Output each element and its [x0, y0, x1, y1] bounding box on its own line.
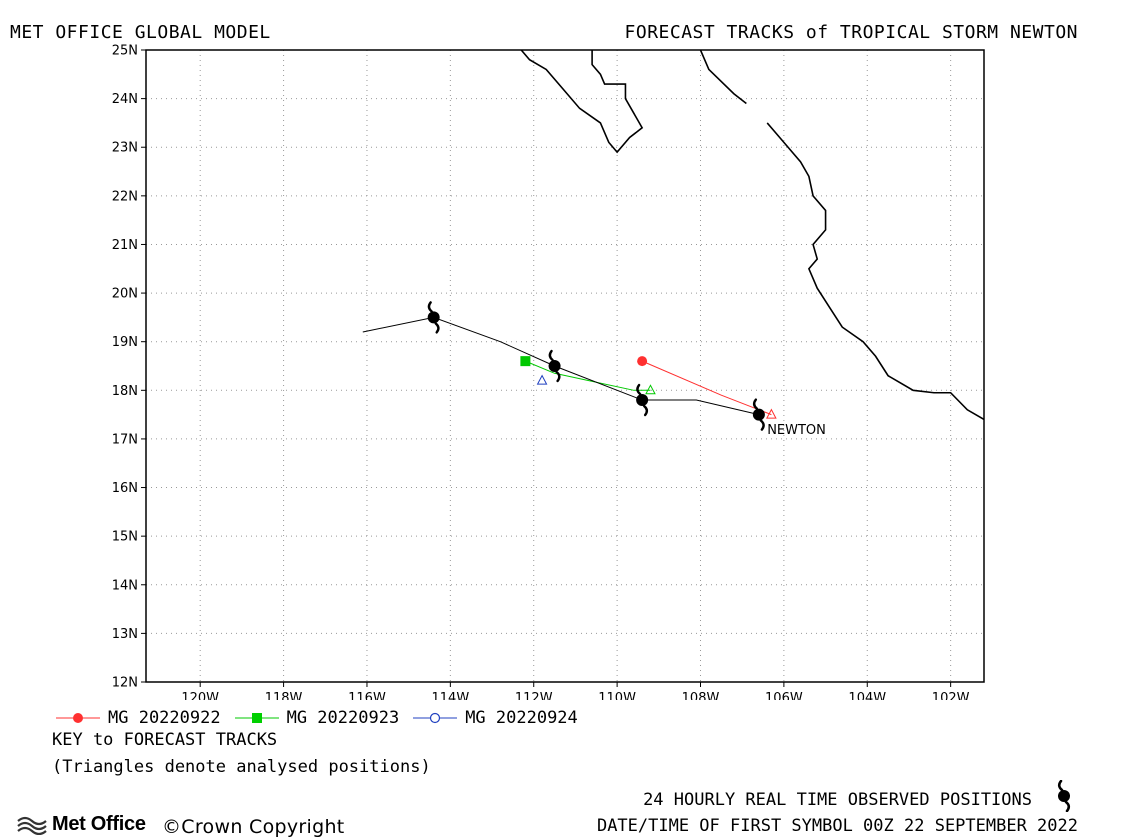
lon-tick-label: 110W: [598, 691, 636, 700]
storm-tracks: NEWTON: [362, 301, 826, 438]
observed-track-line: [362, 316, 759, 416]
chart-title: FORECAST TRACKS of TROPICAL STORM NEWTON: [624, 22, 1078, 43]
observed-position-symbol: [548, 349, 561, 383]
analysed-position-triangle: [766, 408, 777, 419]
forecast-track-line: [525, 360, 651, 391]
observed-position-symbol: [636, 383, 649, 417]
lon-tick-label: 120W: [181, 691, 219, 700]
coastline-segment: [766, 122, 984, 421]
lat-tick-label: 16N: [112, 481, 138, 496]
legend-item-mg-20220923: MG 20220923: [234, 708, 400, 728]
lat-tick-label: 23N: [112, 141, 138, 156]
red-circle-line-icon: [56, 713, 100, 723]
lat-tick-label: 19N: [112, 335, 138, 350]
met-office-wave-icon: [17, 816, 47, 835]
symbol-arm: [752, 398, 759, 410]
blue-circle-line-icon: [413, 712, 458, 724]
symbol-core: [427, 311, 440, 324]
track-map: NEWTON 12N 13N 14N 15N 16N 17N 18N 19N 20N 21N 22N…: [112, 44, 985, 701]
symbol-arm: [759, 419, 765, 431]
green-square-line-icon: [234, 713, 279, 723]
lat-tick-label: 17N: [112, 432, 138, 447]
hurricane-symbol-icon: [1057, 780, 1071, 812]
met-office-logo: Met Office: [16, 813, 146, 836]
forecast-marker-square: [520, 356, 531, 367]
lat-tick-label: 20N: [112, 287, 138, 302]
axes: 12N 13N 14N 15N 16N 17N 18N 19N 20N 21N 22N 23N 24N 2…: [112, 44, 970, 701]
legend-label: MG 20220922: [108, 708, 221, 728]
lat-tick-label: 21N: [112, 238, 138, 253]
lat-tick-label: 22N: [112, 189, 138, 204]
plot-frame: [145, 49, 985, 683]
model-title: MET OFFICE GLOBAL MODEL: [10, 22, 271, 43]
storm-name-label: NEWTON: [767, 423, 826, 438]
lon-tick-label: 102W: [932, 691, 970, 700]
gridlines: [146, 50, 984, 682]
legend-item-mg-20220924: MG 20220924: [413, 708, 578, 728]
coastline: [520, 50, 984, 421]
symbol-arm: [642, 404, 649, 417]
analysed-position-triangle: [645, 384, 656, 395]
forecast-track-line: [641, 360, 772, 416]
lat-tick-label: 24N: [112, 92, 138, 107]
analysed-position-triangle: [536, 374, 548, 385]
observed-position-symbol: [752, 398, 765, 431]
lat-tick-label: 18N: [112, 384, 138, 399]
symbol-core: [752, 408, 765, 421]
symbol-core: [548, 360, 561, 372]
lat-tick-label: 15N: [112, 530, 138, 545]
legend-item-mg-20220922: MG 20220922: [56, 708, 221, 728]
legend-label: MG 20220923: [286, 708, 400, 728]
observed-position-symbol: [427, 301, 440, 334]
lon-tick-label: 114W: [432, 691, 470, 700]
symbol-arm: [427, 301, 433, 313]
observed-positions-label: 24 HOURLY REAL TIME OBSERVED POSITIONS: [643, 790, 1032, 810]
lat-tick-label: 14N: [112, 578, 138, 593]
legend: MG 20220922 MG 20220923 MG 20220924: [56, 708, 592, 728]
symbol-core: [636, 394, 649, 407]
lat-tick-label: 13N: [112, 627, 138, 642]
symbol-arm: [434, 322, 440, 334]
lon-tick-label: 116W: [348, 691, 386, 700]
lon-tick-label: 118W: [265, 691, 303, 700]
legend-label: MG 20220924: [465, 708, 578, 728]
symbol-arm: [548, 349, 554, 362]
lon-tick-label: 112W: [515, 691, 553, 700]
copyright-text: ©Crown Copyright: [162, 816, 345, 838]
symbol-arm: [555, 370, 561, 383]
symbol-arm: [636, 383, 642, 396]
coastline-segment: [699, 50, 747, 105]
lon-tick-label: 106W: [765, 691, 803, 700]
first-symbol-datetime: DATE/TIME OF FIRST SYMBOL 00Z 22 SEPTEMB…: [596, 816, 1078, 836]
forecast-marker-circle: [637, 356, 648, 367]
lat-tick-label: 25N: [112, 44, 138, 59]
lat-tick-label: 12N: [112, 676, 138, 691]
lon-tick-label: 108W: [682, 691, 720, 700]
key-title: KEY to FORECAST TRACKS: [52, 730, 278, 750]
key-note: (Triangles denote analysed positions): [52, 757, 431, 777]
lon-tick-label: 104W: [848, 691, 886, 700]
coastline-segment: [520, 50, 644, 154]
logo-text: Met Office: [52, 813, 146, 835]
